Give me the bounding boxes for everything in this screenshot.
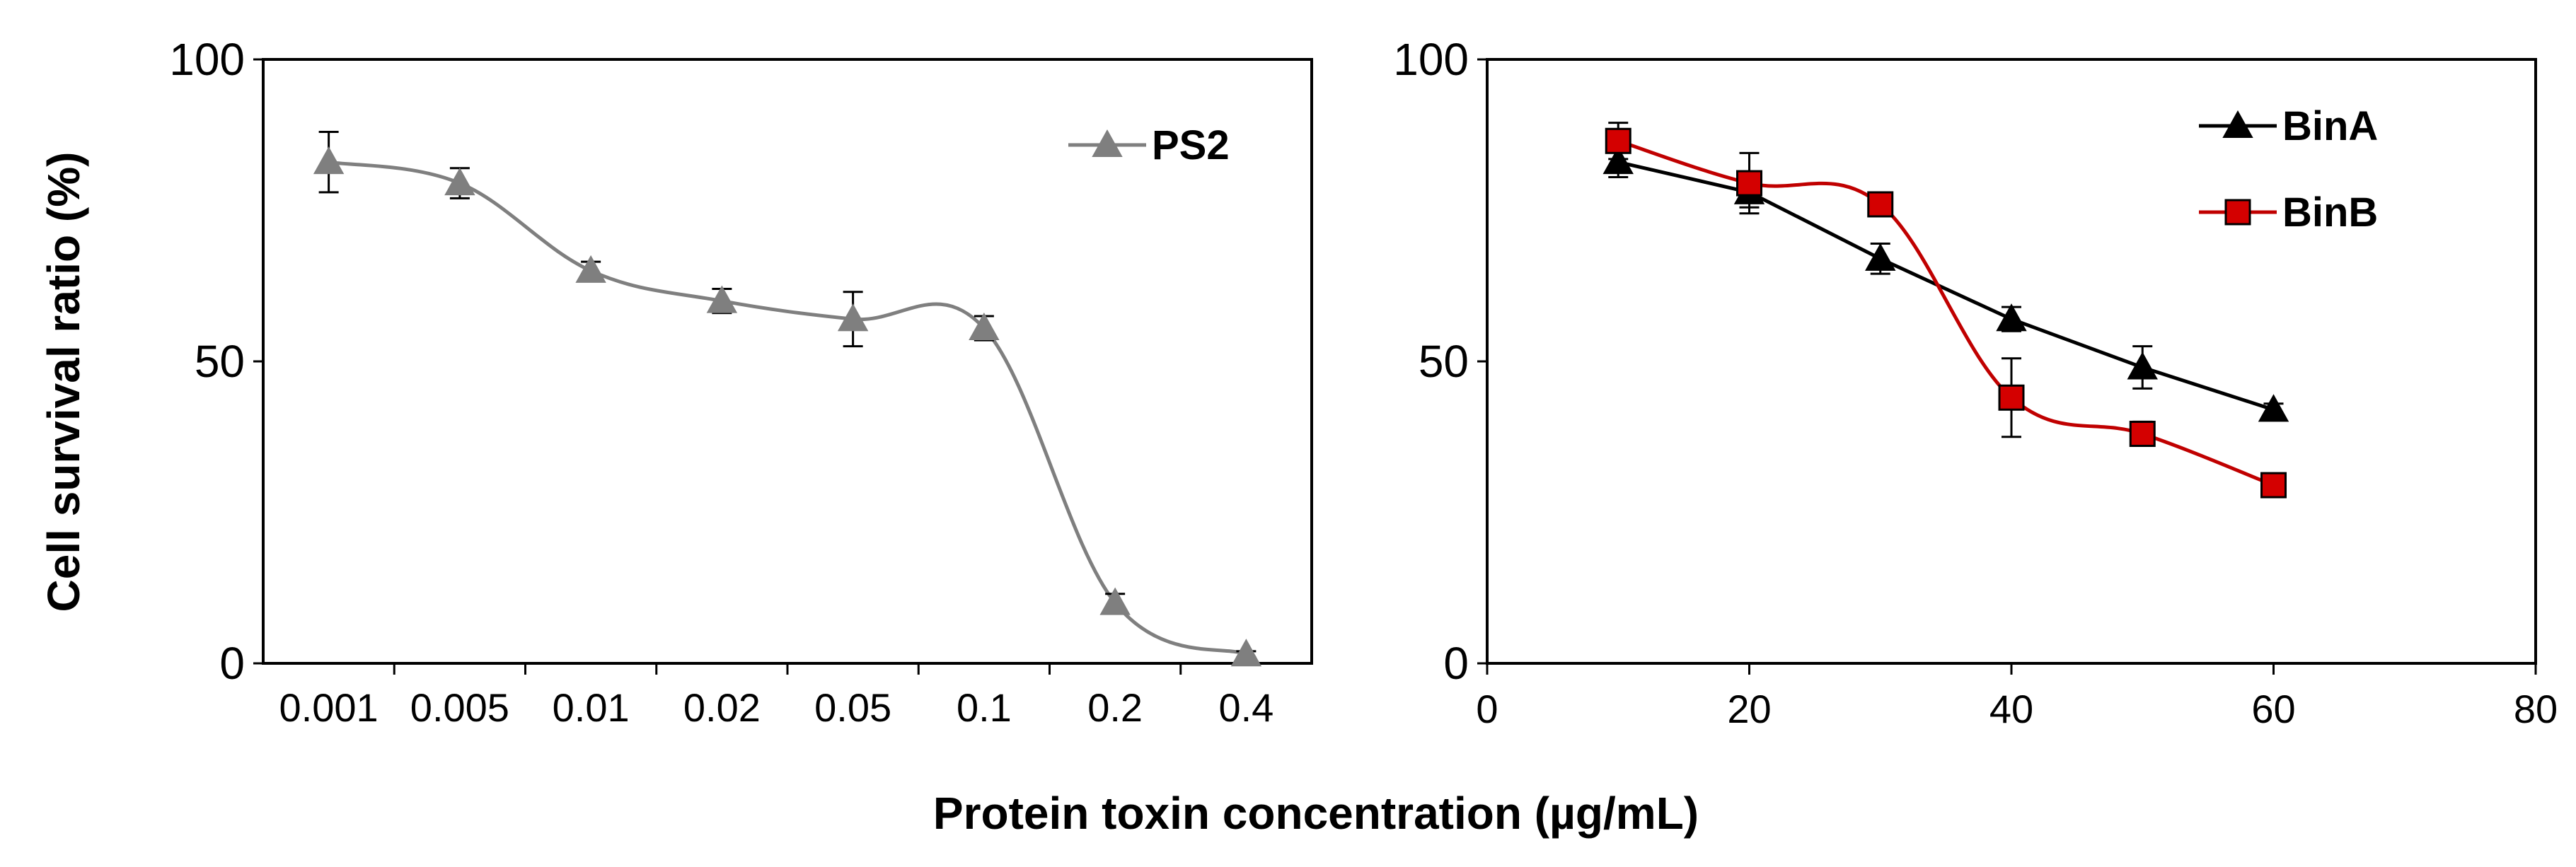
y-tick-label: 50 [195,336,245,387]
data-point-binb [1867,191,1894,218]
x-tick-label: 0.01 [553,685,630,730]
data-point-bina [1602,146,1634,175]
data-point-ps2 [706,285,738,313]
series-bina [1602,146,2289,422]
x-axis-title: Protein toxin concentration (µg/mL) [933,788,1699,839]
legend-marker [2222,110,2253,138]
x-tick-label: 0.05 [814,685,891,730]
x-tick-label: 0 [1476,687,1498,731]
series-line-binb [1617,139,2275,487]
data-point-ps2 [1230,639,1262,667]
x-tick-label: 0.4 [1218,685,1273,730]
series-binb [1605,122,2287,499]
data-point-ps2 [837,303,869,332]
x-tick-label: 40 [1989,687,2033,731]
data-point-ps2 [444,168,475,196]
x-tick-label: 0.001 [279,685,379,730]
data-point-bina [2258,394,2289,422]
data-point-bina [1996,303,2027,332]
series-ps2 [313,130,1262,667]
legend-item-binb: BinB [2199,190,2378,235]
x-tick-label: 0.005 [410,685,509,730]
x-tick-label: 80 [2514,687,2558,731]
y-tick-label: 100 [169,34,245,85]
data-point-ps2 [969,312,1000,341]
data-point-bina [1865,243,1896,271]
y-tick-label: 0 [1443,638,1469,689]
data-point-ps2 [575,255,606,283]
x-tick-label: 60 [2251,687,2295,731]
series-line-ps2 [328,160,1247,656]
series-line-bina [1617,160,2275,412]
legend-marker [1092,129,1123,157]
y-tick-label: 0 [219,638,245,689]
x-tick-label: 0.1 [957,685,1012,730]
x-tick-label: 0.02 [683,685,761,730]
left-chart-panel: 0 50 100 0.001 0.005 0.01 0.02 0.05 0.1 0.2 0.4 PS2 [169,34,1313,730]
data-point-bina [2127,351,2158,380]
legend-item-bina: BinA [2199,103,2378,149]
x-tick-label: 20 [1727,687,1771,731]
right-chart-panel: 0 50 100 0 20 40 60 80 BinA BinB [1393,34,2558,731]
data-point-ps2 [313,146,345,175]
x-tick-label: 0.2 [1087,685,1143,730]
data-point-binb [2129,420,2156,447]
y-tick-label: 50 [1419,336,1469,387]
legend-label: BinA [2282,103,2378,149]
data-point-ps2 [1099,587,1131,615]
data-point-binb [1736,170,1762,197]
legend-marker [2224,199,2251,226]
legend-item-ps2: PS2 [1068,122,1230,168]
y-axis-title: Cell survival ratio (%) [38,152,89,612]
data-point-binb [1998,384,2025,411]
data-point-binb [1605,127,1631,154]
legend-label: PS2 [1152,122,1230,168]
legend-label: BinB [2282,190,2378,235]
y-tick-label: 100 [1393,34,1469,85]
data-point-binb [2260,472,2287,499]
